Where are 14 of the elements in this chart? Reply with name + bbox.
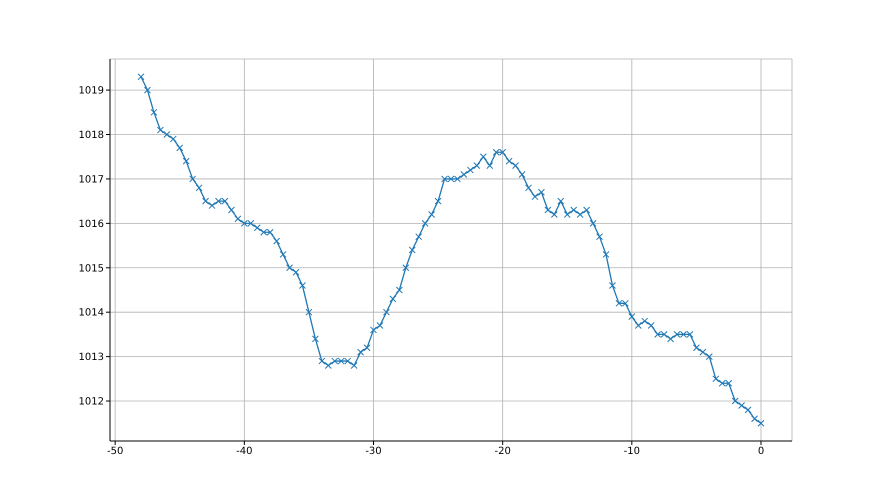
y-tick-label: 1016 [78, 218, 104, 230]
y-tick-label: 1019 [78, 86, 104, 97]
x-tick-label: 0 [758, 446, 764, 458]
y-tick-label: 1012 [78, 396, 104, 408]
x-tick-label: -30 [365, 446, 382, 458]
x-tick-label: -50 [106, 446, 124, 458]
y-tick-label: 1017 [78, 174, 104, 186]
y-tick-label: 1014 [78, 308, 104, 319]
x-tick-label: -10 [624, 446, 640, 458]
y-tick-label: 1015 [78, 263, 104, 274]
y-tick-label: 1018 [78, 130, 104, 142]
x-tick-label: -40 [236, 446, 253, 458]
x-tick-label: -20 [494, 446, 511, 458]
y-tick-label: 1013 [78, 352, 104, 364]
